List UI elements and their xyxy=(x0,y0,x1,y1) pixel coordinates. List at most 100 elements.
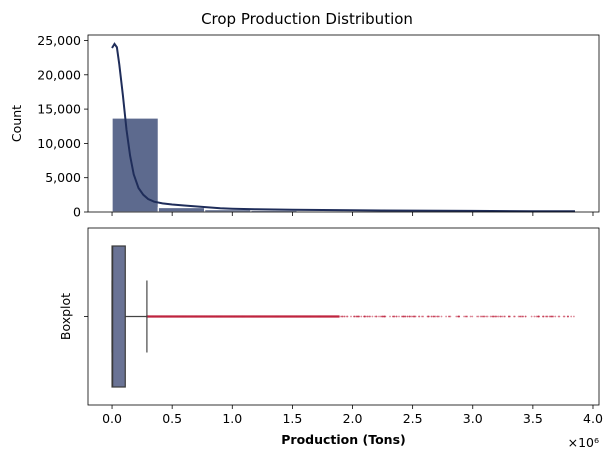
outlier-point xyxy=(228,315,231,318)
x-tick-label: 3.5 xyxy=(523,411,543,426)
outlier-point xyxy=(371,315,374,318)
y-tick-label: 20,000 xyxy=(37,67,81,82)
outlier-point xyxy=(364,315,367,318)
y-tick-label: 0 xyxy=(73,205,81,220)
outlier-point xyxy=(513,315,515,318)
x-tick-label: 2.5 xyxy=(403,411,423,426)
outlier-point xyxy=(312,315,314,318)
outlier-point xyxy=(153,315,156,318)
outlier-point xyxy=(266,315,269,318)
outlier-point xyxy=(169,315,172,318)
outlier-point xyxy=(341,315,344,318)
outlier-point xyxy=(225,315,228,318)
histogram-bar xyxy=(157,206,206,213)
outlier-point xyxy=(393,315,396,318)
outlier-point xyxy=(567,315,569,318)
outlier-point xyxy=(243,315,246,318)
outlier-point xyxy=(426,315,429,318)
outlier-point xyxy=(216,315,219,318)
outlier-point xyxy=(551,315,553,318)
y-tick-label: 5,000 xyxy=(45,170,81,185)
outlier-point xyxy=(186,315,189,318)
outlier-point xyxy=(538,315,541,318)
outlier-point xyxy=(434,315,437,318)
outlier-point xyxy=(202,315,205,318)
outlier-point xyxy=(270,315,272,318)
outlier-point xyxy=(381,315,384,318)
outlier-point xyxy=(268,315,270,318)
outlier-point xyxy=(317,315,319,318)
y-tick-label: 10,000 xyxy=(37,136,81,151)
outlier-point xyxy=(389,315,391,318)
outlier-point xyxy=(408,315,411,318)
outlier-point xyxy=(273,315,276,318)
outlier-point xyxy=(535,315,538,318)
outlier-point xyxy=(209,315,212,318)
outlier-point xyxy=(499,315,502,318)
x-axis-label: Production (Tons) xyxy=(281,432,406,447)
outlier-point xyxy=(183,315,186,318)
x-tick-label: 4.0 xyxy=(583,411,603,426)
outlier-point xyxy=(354,315,356,318)
histogram-bars xyxy=(111,117,576,213)
outlier-point xyxy=(298,315,301,318)
outlier-point xyxy=(256,315,259,318)
outlier-point xyxy=(562,315,565,318)
outlier-point xyxy=(476,315,478,318)
histogram-bar xyxy=(111,117,159,213)
histogram-y-ticks: 0 5,000 10,000 15,000 20,000 25,000 xyxy=(37,33,88,220)
x-tick-label: 0.0 xyxy=(102,411,122,426)
outlier-point xyxy=(421,315,423,318)
outlier-point xyxy=(300,315,303,318)
outlier-point xyxy=(337,315,340,318)
outlier-point xyxy=(327,315,329,318)
outlier-point xyxy=(177,315,180,318)
outlier-point xyxy=(335,315,338,318)
outlier-point xyxy=(238,315,240,318)
outlier-point xyxy=(507,315,510,318)
outlier-point xyxy=(212,315,215,318)
outlier-point xyxy=(262,315,265,318)
outlier-point xyxy=(305,315,307,318)
outlier-point xyxy=(471,315,474,318)
boxplot-x-ticks: 0.0 0.5 1.0 1.5 2.0 2.5 3.0 3.5 4.0 xyxy=(102,405,603,426)
outlier-point xyxy=(343,315,345,318)
outlier-point xyxy=(519,315,521,318)
x-tick-label: 2.0 xyxy=(343,411,363,426)
outlier-point xyxy=(350,315,352,318)
outlier-point xyxy=(545,315,548,318)
outlier-point xyxy=(369,315,371,318)
outlier-point xyxy=(306,315,309,318)
outlier-point xyxy=(191,315,194,318)
outlier-point xyxy=(501,315,504,318)
outlier-point xyxy=(542,315,545,318)
outlier-point xyxy=(260,315,263,318)
histogram-axes: 0 5,000 10,000 15,000 20,000 25,000 Count xyxy=(9,33,600,220)
outlier-point xyxy=(483,315,485,318)
outlier-point xyxy=(437,315,439,318)
kde-line xyxy=(111,42,576,213)
outlier-point xyxy=(496,315,498,318)
outlier-point xyxy=(150,315,153,318)
outlier-point xyxy=(477,315,480,318)
outlier-point xyxy=(463,315,465,318)
outlier-point xyxy=(159,315,162,318)
outlier-point xyxy=(497,315,500,318)
outlier-point xyxy=(175,315,178,318)
outlier-point xyxy=(448,315,451,318)
outlier-point xyxy=(247,315,250,318)
outlier-point xyxy=(414,315,417,318)
outlier-point xyxy=(231,315,234,318)
outlier-point xyxy=(272,315,274,318)
outlier-point xyxy=(455,315,458,318)
outlier-point xyxy=(418,315,420,318)
outlier-point xyxy=(517,315,520,318)
outlier-point xyxy=(485,315,488,318)
outlier-point xyxy=(162,315,165,318)
outlier-point xyxy=(325,315,327,318)
outlier-point xyxy=(549,315,552,318)
outlier-point xyxy=(346,315,348,318)
y-axis-label-count: Count xyxy=(9,105,24,142)
outlier-point xyxy=(285,315,288,318)
histogram-frame xyxy=(87,34,600,213)
